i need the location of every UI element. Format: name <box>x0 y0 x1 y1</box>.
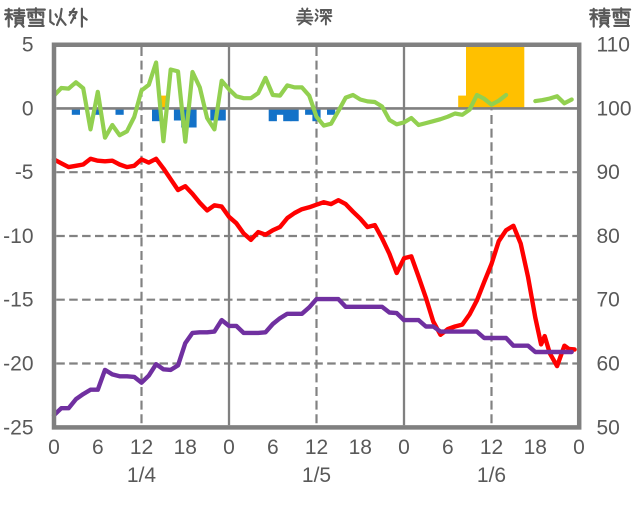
svg-text:70: 70 <box>597 289 620 312</box>
svg-text:-25: -25 <box>3 416 33 439</box>
svg-text:0: 0 <box>22 97 34 120</box>
svg-text:0: 0 <box>573 436 585 459</box>
svg-text:0: 0 <box>398 436 410 459</box>
svg-text:110: 110 <box>597 34 630 57</box>
svg-text:50: 50 <box>597 416 620 439</box>
svg-text:-5: -5 <box>15 161 34 184</box>
svg-text:12: 12 <box>305 436 328 459</box>
svg-text:90: 90 <box>597 161 620 184</box>
svg-text:80: 80 <box>597 225 620 248</box>
svg-text:100: 100 <box>597 97 632 120</box>
svg-text:6: 6 <box>267 436 279 459</box>
svg-text:18: 18 <box>174 436 197 459</box>
svg-text:1/6: 1/6 <box>477 464 506 487</box>
svg-text:6: 6 <box>92 436 104 459</box>
svg-text:-20: -20 <box>3 353 33 376</box>
svg-text:-10: -10 <box>3 225 33 248</box>
svg-text:0: 0 <box>48 436 60 459</box>
svg-text:1/4: 1/4 <box>127 464 157 487</box>
svg-text:12: 12 <box>480 436 503 459</box>
svg-text:18: 18 <box>524 436 547 459</box>
svg-text:12: 12 <box>130 436 153 459</box>
svg-text:6: 6 <box>442 436 454 459</box>
svg-text:60: 60 <box>597 353 620 376</box>
svg-text:-15: -15 <box>3 289 33 312</box>
svg-text:1/5: 1/5 <box>302 464 331 487</box>
svg-text:18: 18 <box>349 436 372 459</box>
svg-text:5: 5 <box>22 34 34 57</box>
svg-text:0: 0 <box>223 436 235 459</box>
